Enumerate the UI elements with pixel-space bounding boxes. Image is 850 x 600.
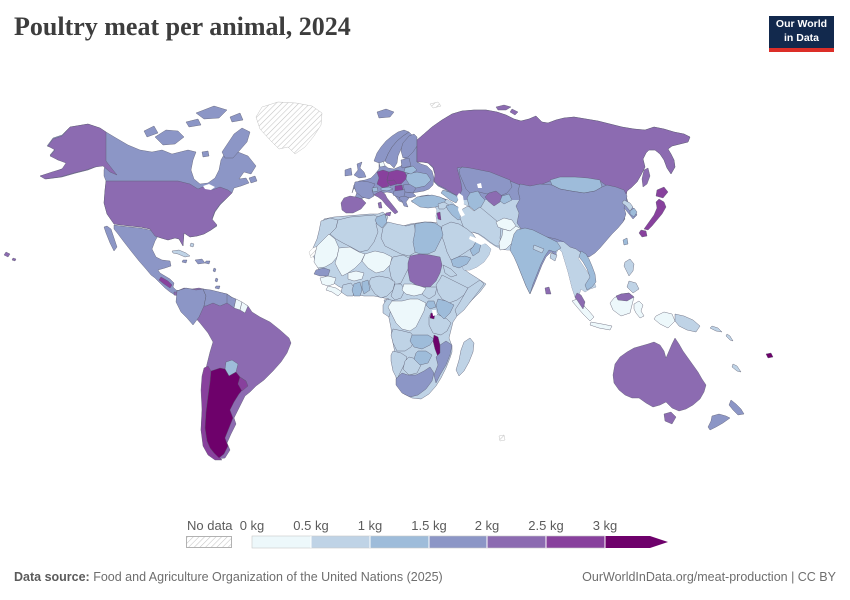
svg-text:1 kg: 1 kg (358, 518, 383, 533)
svg-text:1.5 kg: 1.5 kg (411, 518, 446, 533)
svg-text:3 kg: 3 kg (593, 518, 618, 533)
svg-text:2 kg: 2 kg (475, 518, 500, 533)
svg-text:2.5 kg: 2.5 kg (528, 518, 563, 533)
svg-text:No data: No data (187, 518, 233, 533)
svg-text:0.5 kg: 0.5 kg (293, 518, 328, 533)
svg-text:0 kg: 0 kg (240, 518, 265, 533)
